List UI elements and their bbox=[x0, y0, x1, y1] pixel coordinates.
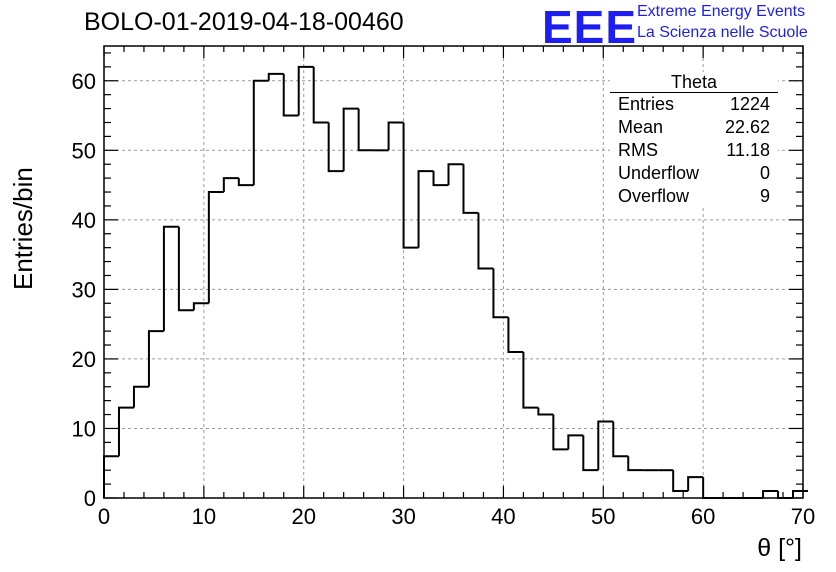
histogram-bin bbox=[432, 171, 449, 187]
stats-key: Entries bbox=[618, 94, 675, 114]
stats-title: Theta bbox=[670, 72, 718, 92]
histogram-bin bbox=[252, 79, 269, 186]
histogram-bin bbox=[507, 317, 524, 353]
y-tick-label: 40 bbox=[72, 208, 96, 233]
x-tick-label: 50 bbox=[591, 504, 615, 529]
stats-value: 9 bbox=[759, 186, 770, 206]
histogram-bin bbox=[777, 491, 794, 499]
histogram-bin bbox=[522, 351, 539, 409]
stats-box: Theta Entries 1224 Mean 22.62 RMS 11.18 … bbox=[610, 72, 778, 206]
x-tick-label: 20 bbox=[291, 504, 315, 529]
histogram-bin bbox=[222, 177, 239, 193]
histogram-bin bbox=[162, 225, 179, 332]
x-tick-label: 10 bbox=[192, 504, 216, 529]
histogram-bin bbox=[177, 226, 194, 312]
stats-key: Overflow bbox=[618, 186, 690, 206]
histogram-bin bbox=[627, 456, 644, 472]
histogram-bin bbox=[237, 178, 254, 187]
histogram-bin bbox=[103, 455, 119, 498]
histogram-bin bbox=[552, 414, 569, 451]
histogram-bin bbox=[267, 72, 284, 81]
x-tick-label: 70 bbox=[791, 504, 815, 529]
histogram-bin bbox=[762, 490, 779, 498]
x-tick-label: 30 bbox=[391, 504, 415, 529]
y-tick-label: 50 bbox=[72, 138, 96, 163]
y-tick-label: 20 bbox=[72, 347, 96, 372]
histogram-bin bbox=[492, 268, 509, 319]
histogram-bin bbox=[402, 122, 419, 249]
histogram-bin bbox=[477, 212, 494, 270]
logo-subtitle-2: La Scienza nelle Scuole bbox=[637, 24, 808, 41]
stats-value: 11.18 bbox=[726, 140, 770, 160]
histogram-bin bbox=[192, 302, 209, 311]
x-tick-label: 60 bbox=[691, 504, 715, 529]
histogram-bin bbox=[792, 490, 808, 498]
histogram-bin bbox=[672, 470, 689, 493]
histogram-bin bbox=[207, 191, 224, 304]
histogram-bin bbox=[132, 385, 149, 408]
histogram-bin bbox=[612, 421, 629, 458]
y-tick-label: 0 bbox=[84, 486, 96, 511]
histogram-bin bbox=[327, 122, 344, 173]
plot-frame bbox=[103, 45, 804, 499]
stats-key: Mean bbox=[618, 117, 664, 137]
histogram-bin bbox=[702, 477, 719, 499]
eee-logo: EEE bbox=[542, 1, 638, 53]
y-tick-label: 10 bbox=[72, 416, 96, 441]
x-tick-label: 40 bbox=[491, 504, 515, 529]
histogram-bin bbox=[357, 108, 374, 152]
histogram-bin bbox=[387, 121, 404, 151]
histogram-bin bbox=[597, 420, 614, 471]
y-axis-label: Entries/bin bbox=[8, 167, 38, 290]
y-tick-label: 30 bbox=[72, 277, 96, 302]
y-tick-label: 60 bbox=[72, 69, 96, 94]
histogram-bin bbox=[117, 406, 134, 457]
histogram-bin bbox=[282, 73, 299, 117]
x-tick-label: 0 bbox=[98, 504, 110, 529]
logo-subtitle-1: Extreme Energy Events bbox=[637, 3, 806, 20]
histogram-bin bbox=[582, 435, 599, 472]
stats-value: 1224 bbox=[729, 94, 770, 114]
histogram-bin bbox=[297, 65, 314, 116]
histogram-bin bbox=[312, 66, 329, 124]
histogram-bin bbox=[687, 476, 704, 492]
histogram-bin bbox=[537, 407, 554, 416]
stats-divider bbox=[610, 92, 778, 93]
histogram-bin bbox=[462, 164, 479, 214]
x-axis-label: θ [°] bbox=[757, 534, 802, 562]
stats-key: Underflow bbox=[618, 163, 700, 183]
histogram-bin bbox=[567, 434, 584, 450]
histogram-bin bbox=[342, 107, 359, 172]
histogram-bin bbox=[417, 170, 434, 248]
plot-title: BOLO-01-2019-04-18-00460 bbox=[84, 8, 404, 36]
stats-key: RMS bbox=[618, 140, 658, 160]
histogram-bin bbox=[447, 163, 464, 186]
histogram-bin bbox=[147, 330, 164, 387]
stats-value: 0 bbox=[759, 163, 770, 183]
stats-value: 22.62 bbox=[724, 117, 770, 137]
